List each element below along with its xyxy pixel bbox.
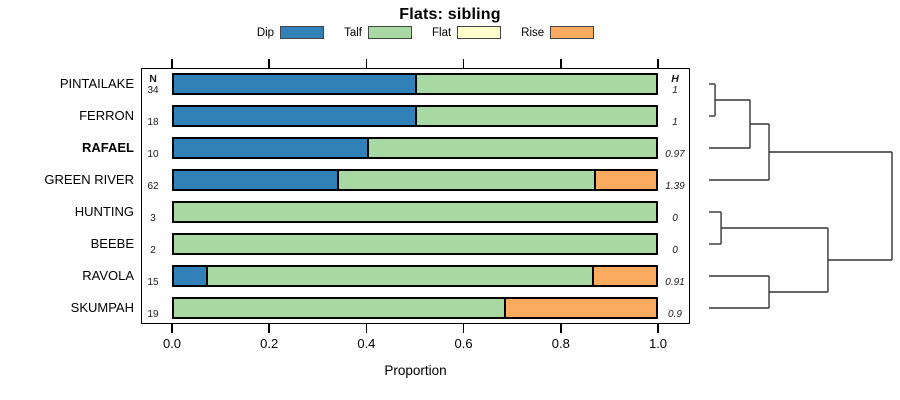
bar-segment-dip [174,171,338,189]
bar-segment-rise [591,267,656,285]
legend-swatch-rise-icon [550,26,595,39]
x-axis-bottom-tick [365,324,368,333]
bar-segment-talf [366,139,656,157]
x-axis-bottom-tick [171,324,173,333]
n-value: 10 [147,149,159,160]
bar-segment-talf [415,107,656,125]
bar-segment-talf [415,75,656,93]
bar-segment-dip [174,139,367,157]
x-axis-top-tick [657,59,659,68]
legend-label: Rise [521,26,545,39]
bar-segment-dip [174,267,207,285]
bar-segment-dip [174,75,415,93]
x-axis-label: Proportion [384,363,447,378]
legend-item-rise: Rise [521,26,595,39]
x-axis-tick-label: 0.2 [260,336,279,351]
legend-item-talf: Talf [344,26,412,39]
bar-segment-dip [174,107,415,125]
bar-segment-talf [337,171,594,189]
x-axis-tick-label: 0.0 [162,336,182,351]
n-value: 3 [150,213,156,224]
category-label: SKUMPAH [70,300,134,315]
x-axis-bottom-tick [268,324,270,333]
x-axis-top-tick [365,59,368,68]
category-label: BEEBE [90,236,134,251]
bar-segment-talf [174,299,504,317]
h-column-header: H [671,73,679,85]
bar-segment-talf [174,203,656,221]
legend-item-dip: Dip [256,26,325,39]
x-axis-tick-label: 0.4 [357,336,376,351]
bar-segment-talf [206,267,592,285]
legend: Dip Talf Flat Rise [141,24,710,41]
bar-row [172,265,658,287]
x-axis-tick-label: 1.0 [648,336,668,351]
bar-segment-talf [174,235,656,253]
dendrogram [709,83,893,309]
h-value: 0 [672,245,678,256]
bar-row [172,105,658,127]
x-axis-bottom-tick [657,324,659,333]
n-value: 15 [147,277,159,288]
bar-row [172,137,658,159]
x-axis-tick-label: 0.6 [454,336,473,351]
n-value: 34 [147,85,159,96]
category-label: RAFAEL [82,140,134,155]
legend-label: Dip [256,26,275,39]
category-label: HUNTING [74,204,134,219]
bar-row [172,201,658,223]
h-value: 1 [672,117,678,128]
bar-row [172,73,658,95]
bar-row [172,297,658,319]
x-axis-top-tick [268,59,270,68]
x-axis-tick-label: 0.8 [551,336,570,351]
x-axis-top-tick [462,59,465,68]
h-value: 0.9 [668,309,682,320]
plot-box [141,68,690,324]
legend-label: Flat [431,26,452,39]
legend-label: Talf [344,26,362,39]
h-value: 1 [672,85,678,96]
n-value: 19 [147,309,159,320]
chart-title: Flats: sibling [399,6,501,23]
h-value: 1.39 [665,181,685,192]
bar-row [172,169,658,191]
category-label: RAVOLA [82,268,134,283]
n-value: 2 [150,245,156,256]
n-value: 18 [147,117,159,128]
legend-swatch-talf-icon [367,26,412,39]
x-axis-top-tick [171,59,173,68]
category-label: GREEN RIVER [44,172,134,187]
legend-swatch-flat-icon [457,26,502,39]
n-value: 62 [147,181,159,192]
legend-item-flat: Flat [431,26,502,39]
h-value: 0.97 [665,149,685,160]
bar-segment-rise [503,299,656,317]
legend-swatch-dip-icon [280,26,325,39]
bar-row [172,233,658,255]
n-column-header: N [149,73,157,85]
category-label: FERRON [79,108,134,123]
h-value: 0.91 [665,277,685,288]
x-axis-bottom-tick [560,324,562,333]
bar-segment-rise [593,171,656,189]
category-label: PINTAILAKE [59,76,134,91]
x-axis-top-tick [560,59,562,68]
x-axis-bottom-tick [462,324,465,333]
h-value: 0 [672,213,678,224]
